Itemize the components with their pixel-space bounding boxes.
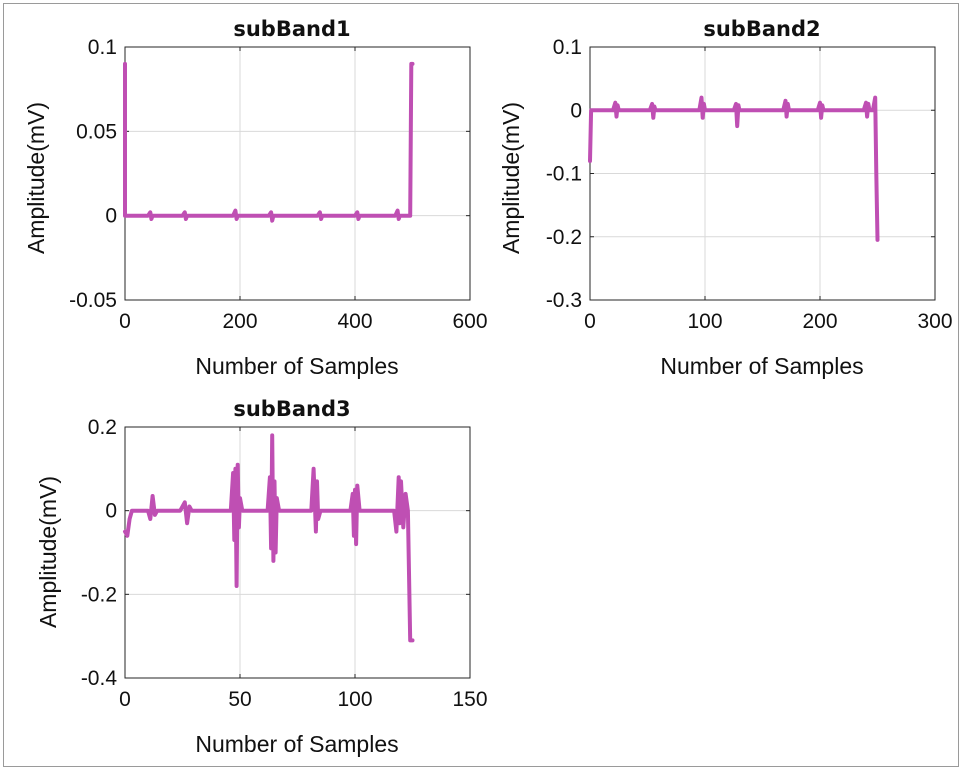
x-tick-label: 200: [222, 310, 257, 333]
y-tick-label: 0.1: [553, 36, 582, 59]
x-tick-label: 0: [584, 310, 596, 333]
x-tick-label: 600: [452, 310, 487, 333]
x-tick-label: 0: [119, 688, 131, 711]
y-tick-label: 0: [105, 500, 117, 523]
subplot-2: subBand2 Number of Samples Amplitude(mV)…: [498, 17, 953, 379]
y-tick-label: 0.1: [88, 36, 117, 59]
subplot-2-title: subBand2: [703, 17, 820, 41]
subplot-2-axes: 0 100 200 300 -0.3 -0.2 -0.1 0 0.1: [546, 36, 953, 333]
subplot-1-xlabel: Number of Samples: [195, 353, 398, 379]
subplot-1-ylabel: Amplitude(mV): [23, 102, 49, 254]
series-line: [123, 61, 415, 223]
y-tick-label: 0.05: [76, 120, 117, 143]
y-tick-label: 0.2: [88, 416, 117, 439]
y-tick-label: -0.3: [546, 289, 582, 312]
x-tick-label: 150: [452, 688, 487, 711]
y-tick-label: 0: [105, 205, 117, 228]
y-tick-label: -0.05: [69, 289, 117, 312]
series-line: [588, 95, 880, 242]
subplot-3-title: subBand3: [233, 397, 350, 421]
subplot-2-ylabel: Amplitude(mV): [498, 102, 524, 254]
subplot-1-title: subBand1: [233, 17, 350, 41]
subplot-3-ylabel: Amplitude(mV): [35, 476, 61, 628]
plot-area-box: [124, 46, 471, 301]
subplot-3-xlabel: Number of Samples: [195, 731, 398, 757]
subplot-1: subBand1 Number of Samples Amplitude(mV)…: [23, 17, 488, 379]
x-tick-label: 0: [119, 310, 131, 333]
subplot-3-axes: 0 50 100 150 -0.4 -0.2 0 0.2: [81, 416, 488, 711]
y-tick-label: -0.1: [546, 163, 582, 186]
x-tick-label: 100: [687, 310, 722, 333]
x-tick-label: 400: [337, 310, 372, 333]
y-tick-label: 0: [570, 99, 582, 122]
figure-frame: [3, 3, 959, 767]
y-tick-label: -0.2: [546, 226, 582, 249]
x-tick-label: 100: [337, 688, 372, 711]
subplot-3: subBand3 Number of Samples Amplitude(mV)…: [35, 397, 488, 757]
series-line: [123, 433, 415, 643]
subplot-2-xlabel: Number of Samples: [660, 353, 863, 379]
plot-area-box: [124, 426, 471, 679]
x-tick-label: 50: [228, 688, 251, 711]
x-tick-label: 200: [802, 310, 837, 333]
x-tick-label: 300: [917, 310, 952, 333]
y-tick-label: -0.2: [81, 583, 117, 606]
y-tick-label: -0.4: [81, 667, 118, 690]
